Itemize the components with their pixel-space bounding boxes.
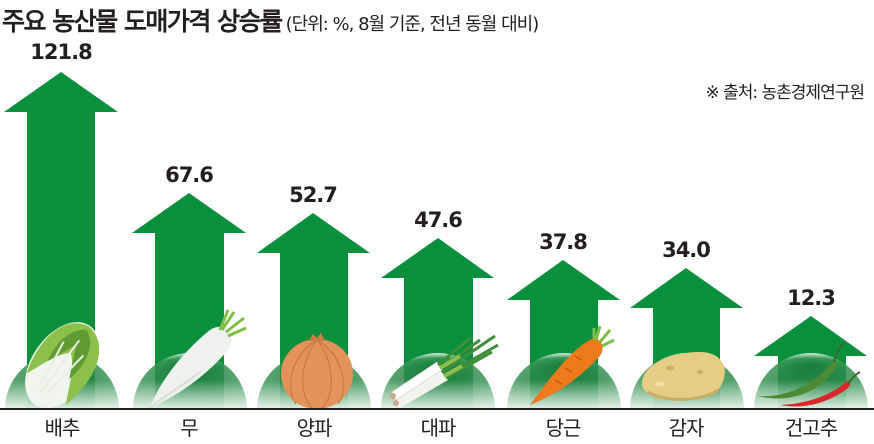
value-label-mu: 67.6: [165, 163, 214, 187]
green-onion-icon: [390, 334, 499, 408]
radish-icon: [149, 309, 247, 409]
potato-icon: [641, 352, 725, 401]
napa-cabbage-icon: [25, 322, 100, 408]
chart-title-unit: (단위: %, 8월 기준, 전년 동월 대비): [285, 14, 540, 35]
value-label-yangpa: 52.7: [289, 183, 338, 207]
chart-title-main: 주요 농산물 도매가격 상승률: [2, 7, 283, 36]
carrot-icon: [530, 325, 615, 405]
onion-icon: [281, 333, 353, 409]
value-label-gamja: 34.0: [662, 238, 711, 262]
category-label-geongochu: 건고추: [784, 416, 838, 440]
chart-title: 주요 농산물 도매가격 상승률 (단위: %, 8월 기준, 전년 동월 대비): [2, 2, 540, 38]
category-label-danggeun: 당근: [545, 416, 582, 440]
category-label-gamja: 감자: [668, 416, 705, 440]
category-label-yangpa: 양파: [296, 416, 333, 440]
value-label-daepa: 47.6: [414, 208, 463, 232]
category-label-daepa: 대파: [420, 416, 457, 440]
arrow-baechu: [4, 72, 118, 409]
chili-pepper-icon: [758, 341, 861, 407]
value-label-geongochu: 12.3: [787, 286, 836, 310]
category-label-mu: 무: [180, 416, 198, 440]
value-label-baechu: 121.8: [30, 40, 92, 64]
source-note: ※ 출처: 농촌경제연구원: [705, 83, 865, 103]
value-label-danggeun: 37.8: [539, 230, 588, 254]
category-label-baechu: 배추: [44, 416, 81, 440]
